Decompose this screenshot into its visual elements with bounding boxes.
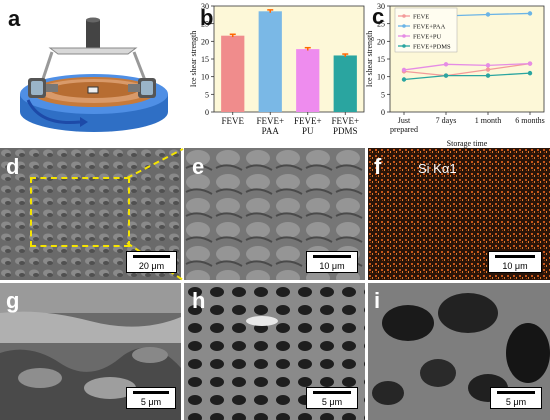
data-point	[527, 11, 533, 16]
series-line	[403, 72, 531, 81]
y-tick-label: 30	[201, 2, 209, 11]
y-tick-label: 10	[201, 73, 209, 82]
panel-label-f: f	[374, 154, 382, 179]
scale-bar-label-f: 10 μm	[502, 261, 528, 271]
legend-marker	[402, 24, 406, 28]
eds-element-label: Si Kα1	[418, 161, 457, 176]
y-tick-label: 15	[377, 55, 385, 64]
x-tick-label: 6 months	[515, 116, 545, 125]
test-apparatus-illustration	[20, 17, 168, 132]
y-tick-label: 10	[377, 73, 385, 82]
scale-bar-label-e: 10 μm	[319, 261, 345, 271]
legend-label: FEVE+PU	[413, 34, 442, 41]
scale-bar-label-d: 20 μm	[138, 261, 165, 271]
data-point	[527, 61, 533, 66]
scale-bar-i: 5 μm	[490, 387, 542, 409]
scale-bar-g: 5 μm	[126, 387, 176, 409]
panel-label-h: h	[192, 288, 206, 313]
bar	[221, 35, 245, 112]
data-point	[485, 73, 491, 78]
x-tick-label: Just	[398, 116, 411, 125]
y-tick-label: 20	[201, 37, 209, 46]
zoom-region-box	[30, 177, 130, 247]
x-tick-label: 7 days	[436, 116, 457, 125]
y-tick-label: 0	[381, 108, 385, 117]
legend-marker	[402, 44, 406, 48]
y-tick-label: 0	[205, 108, 209, 117]
scale-bar-label-i: 5 μm	[505, 397, 527, 407]
y-tick-label: 25	[377, 20, 385, 29]
x-tick-label: PAA	[262, 126, 280, 136]
data-point	[443, 73, 449, 78]
y-tick-label: 25	[201, 20, 209, 29]
panel-label-d: d	[6, 154, 20, 179]
bar	[333, 55, 357, 112]
scale-bar-e: 10 μm	[306, 251, 358, 273]
data-point	[485, 12, 491, 17]
scale-bar-label-h: 5 μm	[321, 397, 343, 407]
legend-label: FEVE	[413, 14, 429, 21]
panel-label-i: i	[374, 288, 381, 313]
line-chart-storage-time: 0 5 10 15 20 25 30 Ice shear strength Justprepar…	[365, 2, 545, 148]
legend-label: FEVE+PDMS	[413, 44, 451, 51]
legend-label: FEVE+PAA	[413, 24, 446, 31]
panel-label-g: g	[6, 288, 20, 313]
data-point	[401, 77, 407, 82]
scale-bar-h: 5 μm	[306, 387, 358, 409]
x-tick-label: FEVE+	[294, 116, 322, 126]
data-point	[527, 70, 533, 76]
x-tick-label: PU	[302, 126, 314, 136]
y-tick-label: 20	[377, 37, 385, 46]
x-tick-label: FEVE	[222, 116, 245, 126]
x-tick-label: PDMS	[333, 126, 358, 136]
bar	[296, 49, 320, 112]
scale-bar-f: 10 μm	[488, 251, 542, 273]
x-tick-label: FEVE+	[331, 116, 359, 126]
series-line	[403, 62, 531, 77]
data-point	[443, 62, 449, 67]
panel-label-e: e	[192, 154, 205, 179]
x-axis-title: Storage time	[447, 139, 488, 148]
y-tick-label: 5	[381, 90, 385, 99]
data-point	[401, 67, 407, 73]
legend-marker	[402, 14, 406, 18]
eds-map-image-f	[368, 148, 550, 280]
data-point	[485, 63, 491, 68]
sem-image-g	[0, 283, 181, 420]
panel-label-b: b	[200, 5, 214, 30]
x-tick-label: 1 month	[475, 116, 501, 125]
series-line	[403, 62, 531, 71]
data-point	[485, 67, 491, 72]
legend-marker	[402, 34, 406, 38]
x-tick-label: prepared	[390, 125, 418, 134]
y-axis-title: Ice shear strength	[365, 31, 374, 87]
sem-image-d	[0, 148, 181, 280]
scale-bar-label-g: 5 μm	[140, 397, 162, 407]
bar	[258, 11, 282, 112]
y-tick-label: 30	[377, 2, 385, 11]
panel-label-a: a	[8, 6, 21, 31]
y-tick-label: 15	[201, 55, 209, 64]
panel-label-c: c	[372, 4, 385, 29]
y-axis-title: Ice shear strength	[189, 31, 198, 87]
scale-bar-d: 20 μm	[126, 251, 177, 273]
x-tick-label: FEVE+	[256, 116, 284, 126]
y-tick-label: 5	[205, 90, 209, 99]
